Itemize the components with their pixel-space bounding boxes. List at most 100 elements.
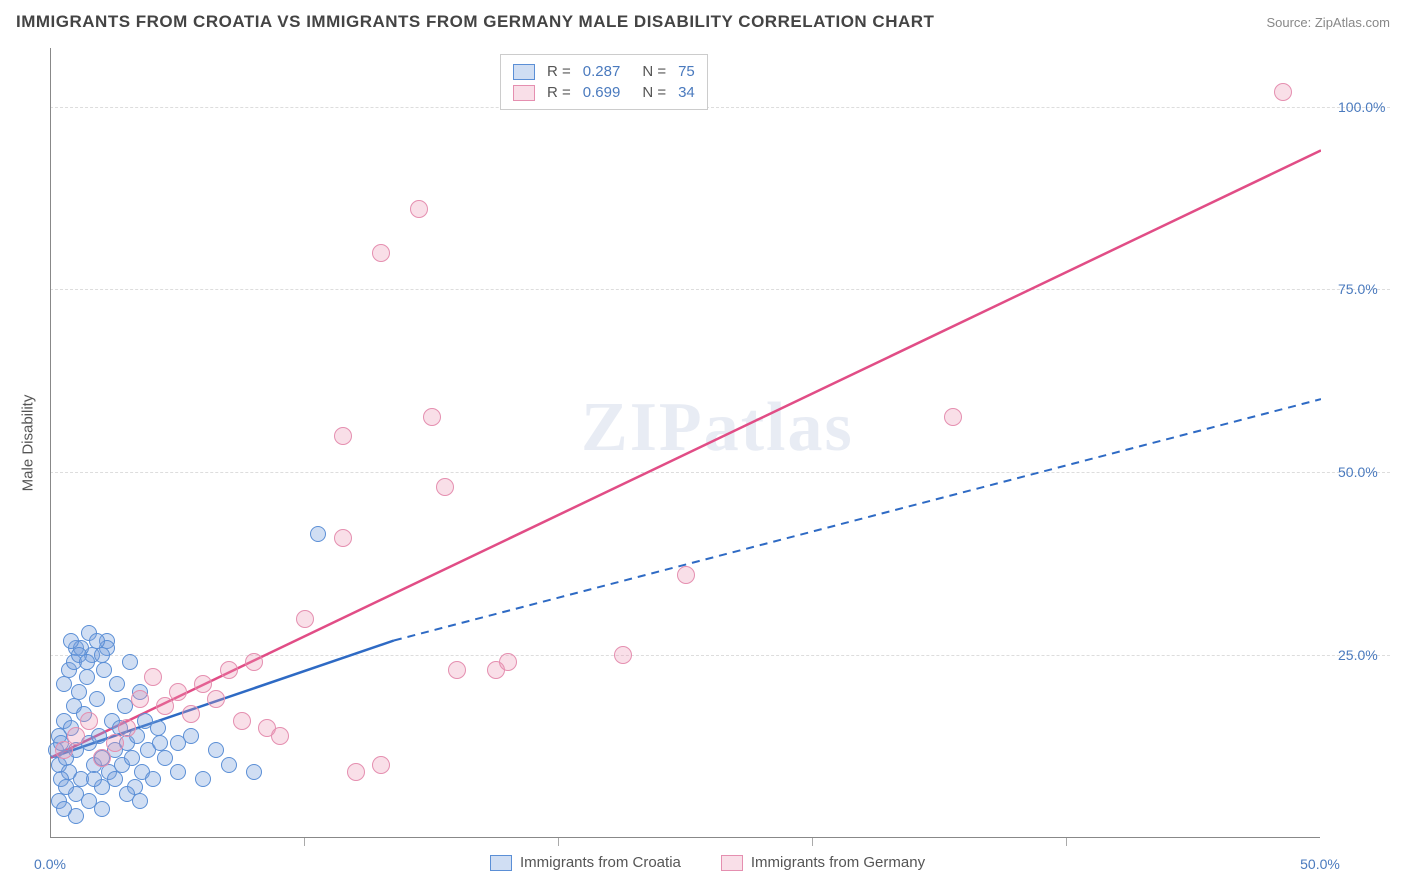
point-germany — [182, 705, 200, 723]
r-label: R = — [547, 63, 571, 80]
x-tick — [304, 838, 305, 846]
y-tick-label: 100.0% — [1338, 99, 1385, 115]
chart-title: IMMIGRANTS FROM CROATIA VS IMMIGRANTS FR… — [16, 12, 934, 32]
point-germany — [296, 610, 314, 628]
point-croatia — [170, 764, 186, 780]
r-value: 0.287 — [583, 63, 621, 80]
regression-line — [51, 150, 1321, 757]
swatch-icon — [513, 85, 535, 101]
point-germany — [55, 741, 73, 759]
legend-item-germany: Immigrants from Germany — [721, 854, 925, 871]
point-germany — [448, 661, 466, 679]
point-germany — [131, 690, 149, 708]
point-germany — [233, 712, 251, 730]
point-germany — [271, 727, 289, 745]
point-germany — [423, 408, 441, 426]
point-germany — [118, 719, 136, 737]
point-germany — [372, 244, 390, 262]
legend-series: Immigrants from Croatia Immigrants from … — [490, 854, 925, 871]
point-croatia — [56, 676, 72, 692]
n-value: 34 — [678, 84, 695, 101]
point-germany — [144, 668, 162, 686]
swatch-croatia — [490, 855, 512, 871]
point-croatia — [63, 633, 79, 649]
n-value: 75 — [678, 63, 695, 80]
point-germany — [93, 749, 111, 767]
r-label: R = — [547, 84, 571, 101]
point-germany — [1274, 83, 1292, 101]
point-germany — [614, 646, 632, 664]
swatch-icon — [513, 64, 535, 80]
y-axis-label: Male Disability — [20, 395, 37, 492]
point-croatia — [94, 801, 110, 817]
point-germany — [372, 756, 390, 774]
point-germany — [334, 427, 352, 445]
point-croatia — [96, 662, 112, 678]
point-croatia — [132, 793, 148, 809]
plot-region: ZIPatlas — [50, 48, 1320, 838]
point-croatia — [195, 771, 211, 787]
point-croatia — [94, 647, 110, 663]
chart-area: Male Disability 25.0%50.0%75.0%100.0%0.0… — [50, 48, 1390, 838]
point-croatia — [208, 742, 224, 758]
y-tick-label: 25.0% — [1338, 647, 1378, 663]
point-croatia — [89, 691, 105, 707]
point-croatia — [58, 779, 74, 795]
r-value: 0.699 — [583, 84, 621, 101]
point-croatia — [157, 750, 173, 766]
point-germany — [944, 408, 962, 426]
legend-label-germany: Immigrants from Germany — [751, 854, 925, 871]
point-croatia — [109, 676, 125, 692]
point-croatia — [183, 728, 199, 744]
point-croatia — [137, 713, 153, 729]
point-germany — [194, 675, 212, 693]
legend-item-croatia: Immigrants from Croatia — [490, 854, 681, 871]
n-label: N = — [642, 63, 666, 80]
legend-stat-germany: R = 0.699 N = 34 — [513, 82, 695, 103]
point-germany — [106, 734, 124, 752]
point-croatia — [221, 757, 237, 773]
point-germany — [245, 653, 263, 671]
x-tick — [558, 838, 559, 846]
point-germany — [207, 690, 225, 708]
point-germany — [347, 763, 365, 781]
n-label: N = — [642, 84, 666, 101]
point-germany — [156, 697, 174, 715]
point-germany — [220, 661, 238, 679]
point-croatia — [79, 654, 95, 670]
legend-label-croatia: Immigrants from Croatia — [520, 854, 681, 871]
watermark: ZIPatlas — [581, 388, 854, 468]
point-germany — [80, 712, 98, 730]
point-croatia — [71, 684, 87, 700]
y-tick-label: 50.0% — [1338, 464, 1378, 480]
point-croatia — [152, 735, 168, 751]
regression-line-extrapolated — [394, 399, 1321, 640]
y-tick-label: 75.0% — [1338, 281, 1378, 297]
header: IMMIGRANTS FROM CROATIA VS IMMIGRANTS FR… — [16, 12, 1390, 32]
point-germany — [169, 683, 187, 701]
x-tick-label: 50.0% — [1300, 856, 1340, 872]
swatch-germany — [721, 855, 743, 871]
legend-stats: R = 0.287 N = 75 R = 0.699 N = 34 — [500, 54, 708, 110]
point-germany — [677, 566, 695, 584]
point-croatia — [145, 771, 161, 787]
point-croatia — [107, 771, 123, 787]
point-germany — [334, 529, 352, 547]
x-tick-label: 0.0% — [34, 856, 66, 872]
point-germany — [436, 478, 454, 496]
point-croatia — [86, 771, 102, 787]
point-germany — [499, 653, 517, 671]
point-croatia — [246, 764, 262, 780]
source-label: Source: ZipAtlas.com — [1266, 15, 1390, 30]
point-croatia — [79, 669, 95, 685]
point-germany — [67, 727, 85, 745]
point-croatia — [68, 808, 84, 824]
x-tick — [1066, 838, 1067, 846]
point-croatia — [122, 654, 138, 670]
point-croatia — [310, 526, 326, 542]
x-tick — [812, 838, 813, 846]
point-croatia — [124, 750, 140, 766]
legend-stat-croatia: R = 0.287 N = 75 — [513, 61, 695, 82]
point-croatia — [89, 633, 105, 649]
point-germany — [410, 200, 428, 218]
